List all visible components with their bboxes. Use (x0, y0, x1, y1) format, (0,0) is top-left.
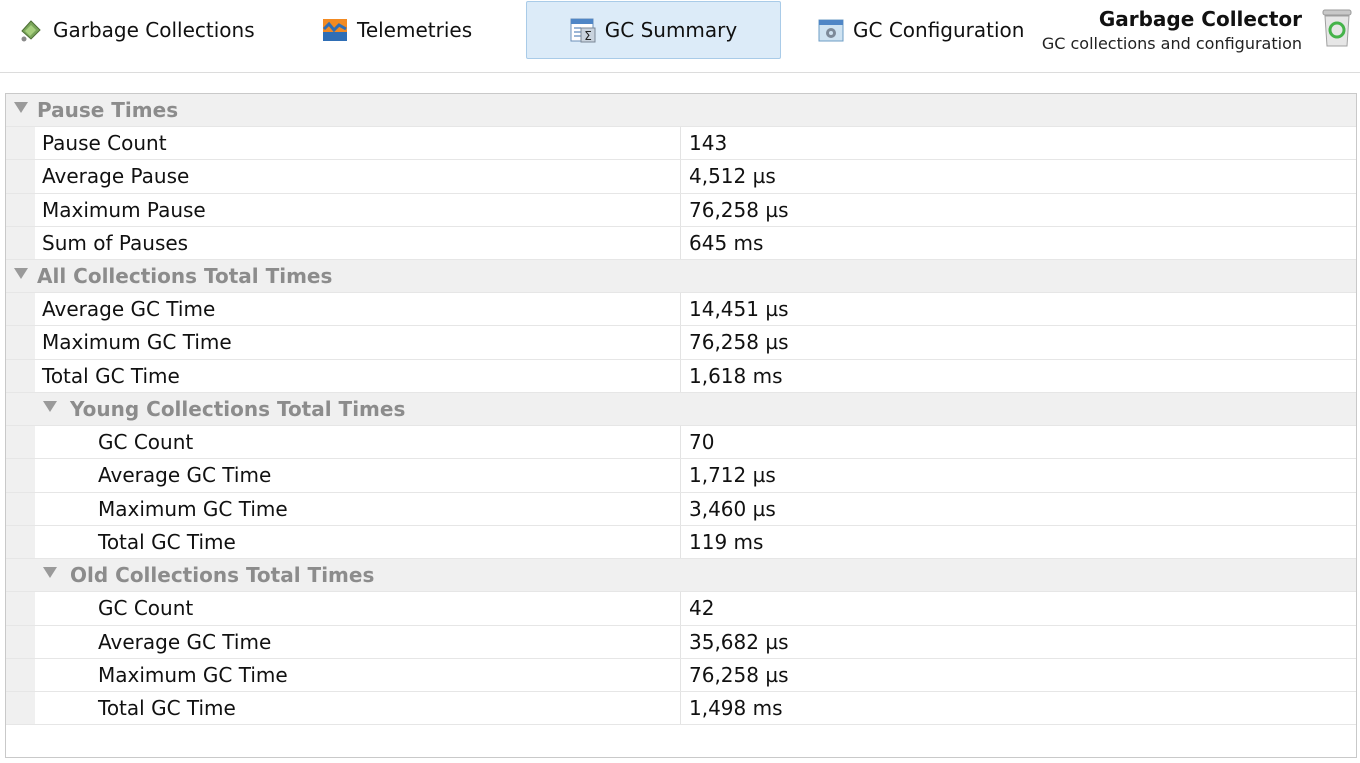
row-value: 14,451 µs (689, 297, 789, 321)
page-title: Garbage Collector (1098, 7, 1302, 31)
row-key: Total GC Time (98, 696, 236, 720)
row-value: 42 (689, 596, 715, 620)
row-value: 143 (689, 131, 728, 155)
table-row[interactable]: Average GC Time 1,712 µs (6, 459, 1356, 493)
row-value: 35,682 µs (689, 630, 789, 654)
row-key: Maximum Pause (42, 198, 206, 222)
group-pause-times[interactable]: Pause Times (6, 94, 1356, 127)
tab-telemetries[interactable]: Telemetries (322, 1, 502, 59)
row-value: 76,258 µs (689, 198, 789, 222)
row-key: Total GC Time (42, 364, 180, 388)
table-row[interactable]: Total GC Time 1,498 ms (6, 692, 1356, 725)
table-row[interactable]: GC Count 70 (6, 426, 1356, 459)
group-label: Pause Times (37, 98, 179, 122)
gc-configuration-icon (818, 17, 844, 43)
collapse-arrow-icon[interactable] (43, 567, 57, 578)
row-value: 1,712 µs (689, 463, 776, 487)
tab-gc-configuration[interactable]: GC Configuration (818, 1, 1038, 59)
table-row[interactable]: Average Pause 4,512 µs (6, 160, 1356, 194)
row-value: 1,498 ms (689, 696, 783, 720)
table-row[interactable]: Total GC Time 119 ms (6, 526, 1356, 559)
row-value: 1,618 ms (689, 364, 783, 388)
row-key: GC Count (98, 430, 194, 454)
header: Garbage Collector GC collections and con… (1042, 6, 1302, 54)
group-label: All Collections Total Times (37, 264, 333, 288)
tab-label: Garbage Collections (53, 18, 255, 42)
row-value: 4,512 µs (689, 164, 776, 188)
group-all-collections[interactable]: All Collections Total Times (6, 260, 1356, 293)
row-key: Pause Count (42, 131, 167, 155)
row-value: 645 ms (689, 231, 764, 255)
table-row[interactable]: Average GC Time 14,451 µs (6, 293, 1356, 326)
row-value: 119 ms (689, 530, 764, 554)
row-key: Average GC Time (98, 630, 272, 654)
tab-garbage-collections[interactable]: Garbage Collections (18, 1, 278, 59)
row-key: Total GC Time (98, 530, 236, 554)
table-row[interactable]: Average GC Time 35,682 µs (6, 626, 1356, 659)
row-key: Maximum GC Time (98, 497, 288, 521)
table-row[interactable]: Maximum GC Time 76,258 µs (6, 659, 1356, 692)
group-label: Old Collections Total Times (70, 563, 375, 587)
row-value: 76,258 µs (689, 663, 789, 687)
collapse-arrow-icon[interactable] (14, 268, 28, 279)
svg-text:Σ: Σ (584, 29, 592, 43)
gc-summary-icon: Σ (570, 17, 596, 43)
table-row[interactable]: Sum of Pauses 645 ms (6, 227, 1356, 260)
group-label: Young Collections Total Times (70, 397, 406, 421)
recycle-bin-icon (1320, 8, 1354, 48)
group-young-collections[interactable]: Young Collections Total Times (6, 393, 1356, 426)
garbage-collections-icon (18, 17, 44, 43)
row-key: Maximum GC Time (42, 330, 232, 354)
row-key: Average GC Time (42, 297, 216, 321)
telemetries-icon (322, 17, 348, 43)
table-row[interactable]: Pause Count 143 (6, 127, 1356, 160)
table-row[interactable]: Maximum GC Time 76,258 µs (6, 326, 1356, 360)
table-row[interactable]: Maximum Pause 76,258 µs (6, 194, 1356, 227)
row-key: Sum of Pauses (42, 231, 189, 255)
toolbar: Garbage Collections Telemetries Σ GC Sum… (0, 0, 1360, 73)
tab-gc-summary[interactable]: Σ GC Summary (526, 1, 781, 59)
table-row[interactable]: Maximum GC Time 3,460 µs (6, 493, 1356, 526)
row-key: Average GC Time (98, 463, 272, 487)
tab-label: GC Configuration (853, 18, 1025, 42)
page-subtitle: GC collections and configuration (1041, 34, 1302, 53)
tab-label: GC Summary (604, 18, 738, 42)
summary-tree-table[interactable]: Pause Times Pause Count 143 Average Paus… (5, 93, 1357, 758)
collapse-arrow-icon[interactable] (43, 401, 57, 412)
row-value: 70 (689, 430, 715, 454)
table-row[interactable]: GC Count 42 (6, 592, 1356, 626)
row-key: GC Count (98, 596, 194, 620)
collapse-arrow-icon[interactable] (14, 102, 28, 113)
row-value: 3,460 µs (689, 497, 776, 521)
table-row[interactable]: Total GC Time 1,618 ms (6, 360, 1356, 393)
row-key: Average Pause (42, 164, 190, 188)
group-old-collections[interactable]: Old Collections Total Times (6, 559, 1356, 592)
tab-label: Telemetries (357, 18, 473, 42)
row-key: Maximum GC Time (98, 663, 288, 687)
row-value: 76,258 µs (689, 330, 789, 354)
